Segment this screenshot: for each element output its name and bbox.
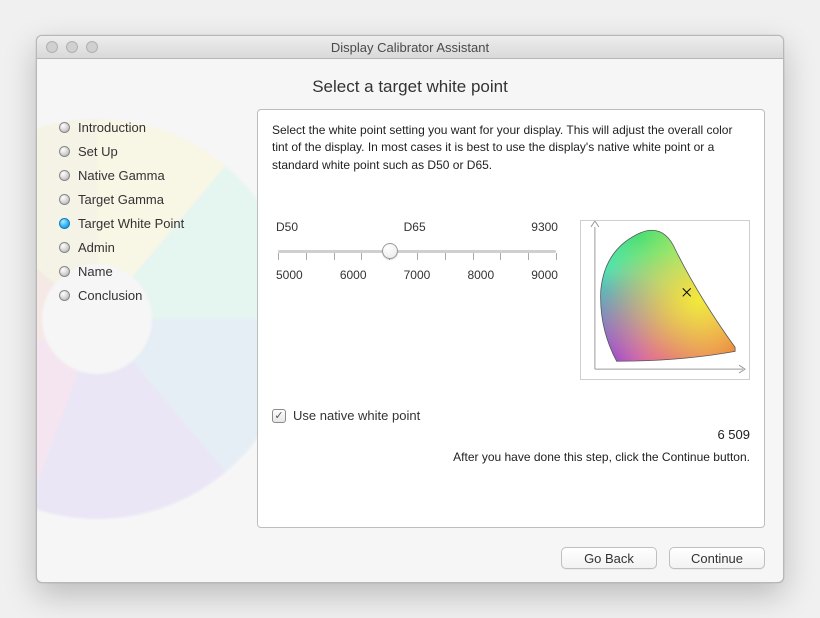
slider-tick <box>361 253 362 260</box>
step-label: Name <box>78 264 113 279</box>
native-white-point-checkbox[interactable]: ✓ <box>272 409 286 423</box>
go-back-button[interactable]: Go Back <box>561 547 657 569</box>
step-item: Name <box>59 259 253 283</box>
minimize-icon[interactable] <box>66 41 78 53</box>
step-item: Admin <box>59 235 253 259</box>
step-label: Introduction <box>78 120 146 135</box>
native-white-point-row: ✓ Use native white point <box>272 408 750 423</box>
slider-tick <box>473 253 474 260</box>
step-label: Target Gamma <box>78 192 164 207</box>
slider-tick <box>445 253 446 260</box>
slider-tick <box>334 253 335 260</box>
window-body: Select a target white point Introduction… <box>37 59 783 582</box>
step-item: Set Up <box>59 139 253 163</box>
native-white-point-label: Use native white point <box>293 408 420 423</box>
step-item: Target White Point <box>59 211 253 235</box>
step-dot-icon <box>59 146 70 157</box>
step-item: Target Gamma <box>59 187 253 211</box>
calibrator-window: Display Calibrator Assistant Select a ta… <box>36 35 784 583</box>
slider-top-labels: D50 D65 9300 <box>272 220 562 234</box>
step-item: Conclusion <box>59 283 253 307</box>
slider-bottom-labels: 5000 6000 7000 8000 9000 <box>272 268 562 282</box>
slider-tick <box>528 253 529 260</box>
step-dot-icon <box>59 122 70 133</box>
slider-tick <box>417 253 418 260</box>
window-title: Display Calibrator Assistant <box>37 40 783 55</box>
step-dot-icon <box>59 170 70 181</box>
footer: Go Back Continue <box>37 534 783 582</box>
white-point-slider[interactable] <box>272 240 562 262</box>
continue-hint: After you have done this step, click the… <box>272 450 750 464</box>
step-label: Native Gamma <box>78 168 165 183</box>
slider-tick <box>306 253 307 260</box>
slider-column: D50 D65 9300 5000 6000 7000 8000 9000 <box>272 220 562 380</box>
traffic-lights <box>46 41 98 53</box>
step-dot-icon <box>59 194 70 205</box>
slider-tick <box>556 253 557 260</box>
step-label: Set Up <box>78 144 118 159</box>
continue-button[interactable]: Continue <box>669 547 765 569</box>
slider-and-gamut-row: D50 D65 9300 5000 6000 7000 8000 9000 <box>272 220 750 380</box>
step-dot-icon <box>59 242 70 253</box>
close-icon[interactable] <box>46 41 58 53</box>
description-text: Select the white point setting you want … <box>272 122 750 174</box>
slider-bottom-label: 9000 <box>531 268 558 282</box>
page-heading: Select a target white point <box>37 77 783 97</box>
slider-tick <box>278 253 279 260</box>
slider-bottom-label: 8000 <box>467 268 494 282</box>
checkmark-icon: ✓ <box>274 409 283 422</box>
slider-tick <box>500 253 501 260</box>
titlebar: Display Calibrator Assistant <box>37 36 783 59</box>
slider-top-label: 9300 <box>531 220 558 234</box>
chromaticity-diagram <box>580 220 750 380</box>
steps-sidebar: Introduction Set Up Native Gamma Target Gam… <box>37 109 253 534</box>
white-point-value: 6 509 <box>272 427 750 442</box>
step-label: Admin <box>78 240 115 255</box>
heading-row: Select a target white point <box>37 59 783 109</box>
main-row: Introduction Set Up Native Gamma Target Gam… <box>37 109 783 534</box>
step-item: Introduction <box>59 115 253 139</box>
step-label: Conclusion <box>78 288 142 303</box>
content-panel: Select the white point setting you want … <box>257 109 765 528</box>
slider-bottom-label: 7000 <box>404 268 431 282</box>
step-item: Native Gamma <box>59 163 253 187</box>
slider-bottom-label: 5000 <box>276 268 303 282</box>
step-label: Target White Point <box>78 216 184 231</box>
slider-bottom-label: 6000 <box>340 268 367 282</box>
step-dot-icon <box>59 266 70 277</box>
step-dot-icon <box>59 290 70 301</box>
slider-top-label: D65 <box>404 220 426 234</box>
step-dot-icon <box>59 218 70 229</box>
slider-thumb[interactable] <box>382 243 398 259</box>
slider-top-label: D50 <box>276 220 298 234</box>
zoom-icon[interactable] <box>86 41 98 53</box>
